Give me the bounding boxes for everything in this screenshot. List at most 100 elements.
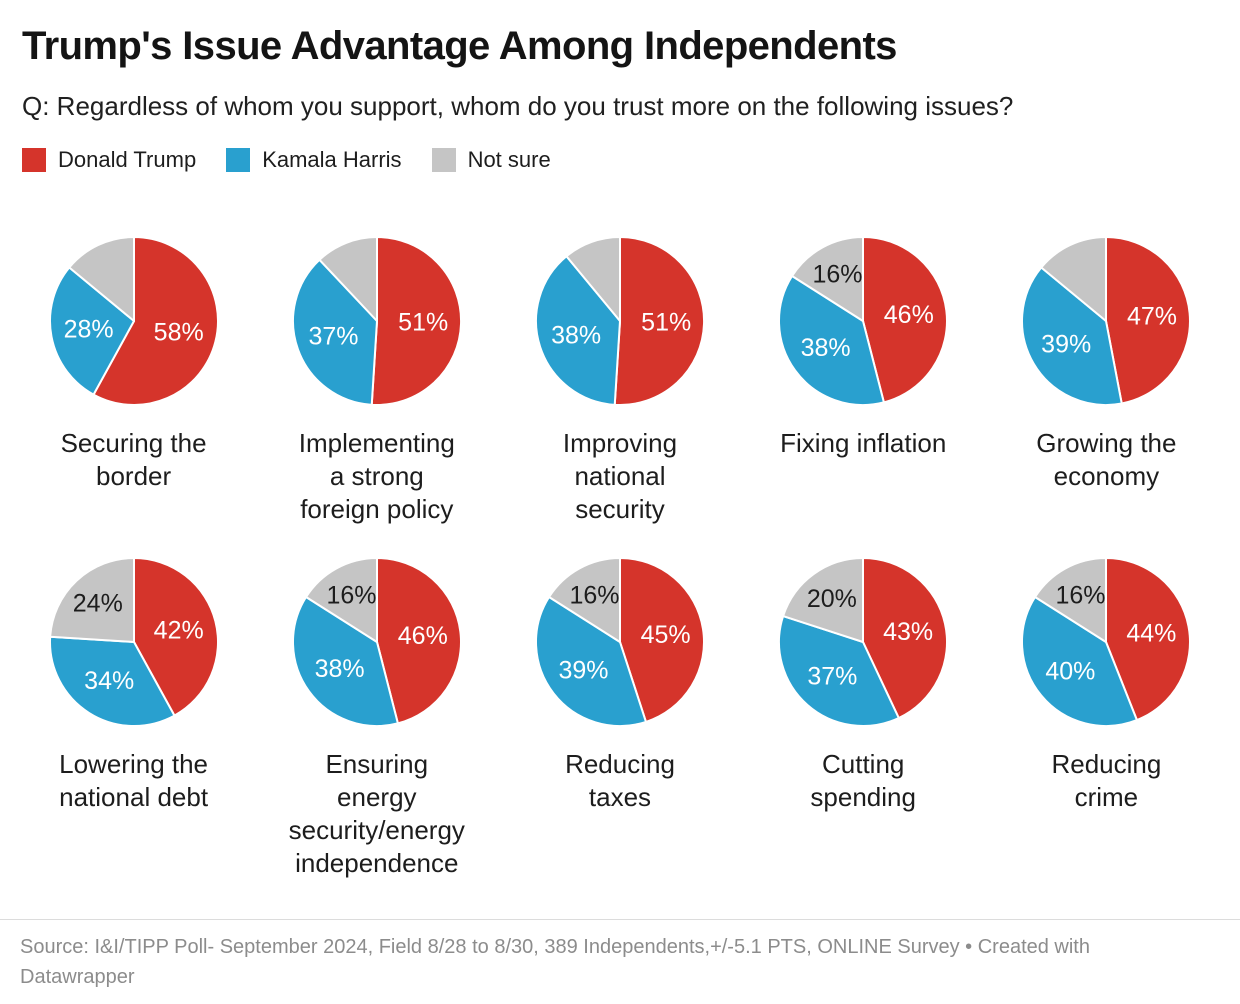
value-label-donald-trump: 42% bbox=[153, 616, 203, 644]
slice-not-sure bbox=[67, 235, 135, 322]
slice-kamala-harris bbox=[291, 595, 399, 727]
pie-caption-reducing-taxes: Reducing taxes bbox=[565, 748, 675, 812]
value-label-kamala-harris: 37% bbox=[808, 662, 858, 690]
slice-kamala-harris bbox=[48, 635, 176, 727]
slice-kamala-harris bbox=[778, 274, 886, 406]
pie-ensuring-energy-security-energy-independence: 46% 38% 16% bbox=[291, 556, 462, 727]
pie-caption-lowering-the-national-debt: Lowering the national debt bbox=[59, 748, 209, 812]
slice-donald-trump bbox=[862, 556, 949, 719]
legend-item-kamala-harris: Kamala Harris bbox=[226, 146, 402, 173]
pie-caption-reducing-crime: Reducing crime bbox=[1051, 748, 1162, 812]
value-label-kamala-harris: 40% bbox=[1046, 657, 1096, 685]
slice-not-sure bbox=[1034, 556, 1108, 643]
slice-not-sure bbox=[304, 556, 378, 643]
pie-chart-securing-the-border: 58% 28% Securing the border bbox=[12, 235, 255, 526]
pie-lowering-the-national-debt: 42% 34% 24% bbox=[48, 556, 219, 727]
value-label-not-sure: 24% bbox=[72, 589, 122, 617]
value-label-kamala-harris: 39% bbox=[1042, 330, 1092, 358]
legend: Donald Trump Kamala Harris Not sure bbox=[22, 147, 1218, 173]
value-label-kamala-harris: 34% bbox=[84, 667, 134, 695]
pie-caption-implementing-a-strong-foreign-policy: Implementing a strong foreign policy bbox=[298, 427, 455, 524]
value-label-donald-trump: 46% bbox=[884, 301, 934, 329]
chart-question: Q: Regardless of whom you support, whom … bbox=[22, 91, 1014, 121]
pies-grid: 58% 28% Securing the border 51% 37% Implement… bbox=[0, 235, 1240, 880]
slice-donald-trump bbox=[1105, 556, 1192, 721]
slice-kamala-harris bbox=[535, 595, 647, 727]
slice-not-sure bbox=[782, 556, 865, 643]
slice-donald-trump bbox=[132, 556, 219, 717]
slice-kamala-harris bbox=[778, 614, 900, 727]
value-label-donald-trump: 44% bbox=[1127, 619, 1177, 647]
pie-caption-improving-national-security: Improving national security bbox=[562, 427, 678, 524]
value-label-donald-trump: 46% bbox=[398, 622, 448, 650]
pie-chart-reducing-crime: 44% 40% 16% Reducing crime bbox=[985, 556, 1228, 880]
legend-item-not-sure: Not sure bbox=[431, 146, 551, 173]
pie-chart-cutting-spending: 43% 37% 20% Cutting spending bbox=[742, 556, 985, 880]
legend-item-donald-trump: Donald Trump bbox=[22, 147, 196, 173]
slice-not-sure bbox=[548, 556, 621, 643]
slice-donald-trump bbox=[370, 235, 462, 406]
slice-not-sure bbox=[791, 235, 865, 322]
value-label-not-sure: 16% bbox=[326, 581, 376, 609]
value-label-donald-trump: 51% bbox=[398, 308, 448, 336]
pie-caption-growing-the-economy: Growing the economy bbox=[1036, 427, 1177, 491]
value-label-kamala-harris: 38% bbox=[801, 334, 851, 362]
chart-header: Trump's Issue Advantage Among Independen… bbox=[0, 0, 1240, 173]
legend-swatch-not-sure bbox=[431, 147, 456, 172]
chart-title: Trump's Issue Advantage Among Independen… bbox=[22, 24, 897, 68]
pie-improving-national-security: 51% 38% bbox=[534, 235, 706, 406]
pie-chart-improving-national-security: 51% 38% Improving national security bbox=[498, 235, 741, 526]
pie-reducing-taxes: 45% 39% 16% bbox=[535, 556, 705, 727]
legend-swatch-donald-trump bbox=[22, 147, 46, 172]
slice-kamala-harris bbox=[1021, 595, 1139, 727]
value-label-kamala-harris: 28% bbox=[63, 315, 113, 343]
slice-kamala-harris bbox=[48, 265, 135, 396]
footer-divider bbox=[0, 918, 1240, 920]
pie-caption-cutting-spending: Cutting spending bbox=[810, 748, 916, 812]
slice-kamala-harris bbox=[534, 254, 621, 406]
slice-donald-trump bbox=[862, 235, 949, 403]
slice-donald-trump bbox=[613, 235, 706, 406]
slice-donald-trump bbox=[618, 556, 705, 723]
source-note: Source: I&I/TIPP Poll- September 2024, F… bbox=[20, 935, 1090, 988]
value-label-donald-trump: 45% bbox=[641, 620, 691, 648]
pie-caption-ensuring-energy-security-energy-independence: Ensuring energy security/energy independ… bbox=[288, 748, 465, 878]
pie-securing-the-border: 58% 28% bbox=[48, 235, 219, 406]
value-label-donald-trump: 51% bbox=[641, 308, 691, 336]
value-label-donald-trump: 43% bbox=[883, 617, 933, 645]
legend-label: Kamala Harris bbox=[262, 146, 402, 172]
pie-cutting-spending: 43% 37% 20% bbox=[778, 556, 949, 727]
legend-swatch-kamala-harris bbox=[226, 147, 251, 172]
legend-label: Not sure bbox=[467, 146, 551, 172]
value-label-kamala-harris: 38% bbox=[314, 655, 364, 683]
slice-not-sure bbox=[565, 235, 621, 322]
pie-chart-ensuring-energy-security-energy-independence: 46% 38% 16% Ensuring energy security/energy… bbox=[255, 556, 498, 880]
pie-chart-reducing-taxes: 45% 39% 16% Reducing taxes bbox=[498, 556, 741, 880]
value-label-kamala-harris: 38% bbox=[551, 321, 601, 349]
slice-donald-trump bbox=[1105, 235, 1192, 405]
pie-reducing-crime: 44% 40% 16% bbox=[1021, 556, 1192, 727]
value-label-kamala-harris: 37% bbox=[308, 322, 358, 350]
slice-not-sure bbox=[1040, 235, 1108, 322]
slice-not-sure bbox=[48, 556, 135, 643]
value-label-not-sure: 16% bbox=[569, 581, 619, 609]
slice-not-sure bbox=[318, 235, 378, 322]
slice-kamala-harris bbox=[291, 258, 378, 406]
pie-growing-the-economy: 47% 39% bbox=[1021, 235, 1192, 406]
pie-caption-fixing-inflation: Fixing inflation bbox=[780, 427, 947, 458]
slice-kamala-harris bbox=[1021, 265, 1124, 406]
pie-chart-growing-the-economy: 47% 39% Growing the economy bbox=[985, 235, 1228, 526]
pie-chart-lowering-the-national-debt: 42% 34% 24% Lowering the national debt bbox=[12, 556, 255, 880]
slice-donald-trump bbox=[375, 556, 462, 724]
pie-implementing-a-strong-foreign-policy: 51% 37% bbox=[291, 235, 462, 406]
pie-chart-implementing-a-strong-foreign-policy: 51% 37% Implementing a strong foreign poli… bbox=[255, 235, 498, 526]
value-label-not-sure: 16% bbox=[1056, 581, 1106, 609]
value-label-kamala-harris: 39% bbox=[558, 656, 608, 684]
legend-label: Donald Trump bbox=[58, 146, 197, 172]
value-label-not-sure: 16% bbox=[813, 260, 863, 288]
pie-chart-fixing-inflation: 46% 38% 16% Fixing inflation bbox=[742, 235, 985, 526]
pie-caption-securing-the-border: Securing the border bbox=[60, 427, 207, 491]
value-label-donald-trump: 58% bbox=[153, 318, 203, 346]
value-label-donald-trump: 47% bbox=[1127, 302, 1177, 330]
